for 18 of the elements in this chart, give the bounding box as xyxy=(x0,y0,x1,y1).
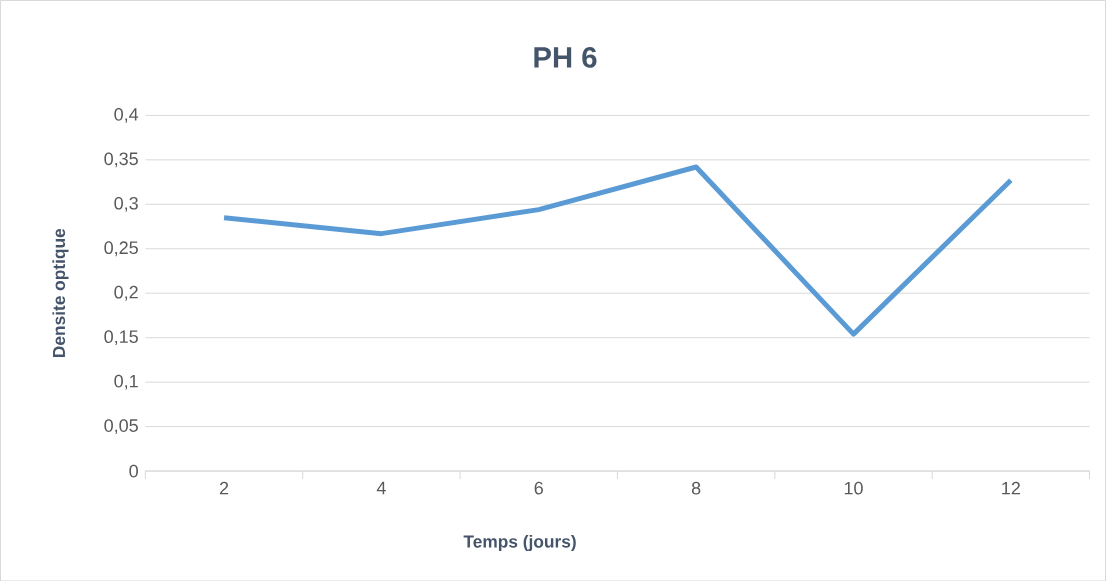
y-axis-title: Densite optique xyxy=(52,228,69,357)
y-tick-label: 0,05 xyxy=(104,418,138,434)
x-tick-label: 4 xyxy=(376,481,386,494)
y-tick-label: 0,2 xyxy=(114,285,138,301)
y-tick-label: 0 xyxy=(129,464,138,478)
x-tick-label: 8 xyxy=(691,481,701,495)
chart-title: PH 6 xyxy=(534,46,597,68)
y-tick-label: 0,3 xyxy=(114,196,138,212)
y-tick-label: 0,15 xyxy=(104,330,138,345)
x-tick-label: 12 xyxy=(1002,481,1020,495)
x-tick-label: 6 xyxy=(534,481,543,495)
y-tick-label: 0,35 xyxy=(104,152,138,168)
x-tick-label: 10 xyxy=(844,481,863,495)
y-tick-label: 0,25 xyxy=(104,241,138,256)
x-tick-label: 2 xyxy=(219,481,229,495)
x-axis-title: Temps (jours) xyxy=(463,534,576,551)
y-tick-label: 0,1 xyxy=(114,374,138,390)
y-tick-label: 0,4 xyxy=(114,107,139,123)
